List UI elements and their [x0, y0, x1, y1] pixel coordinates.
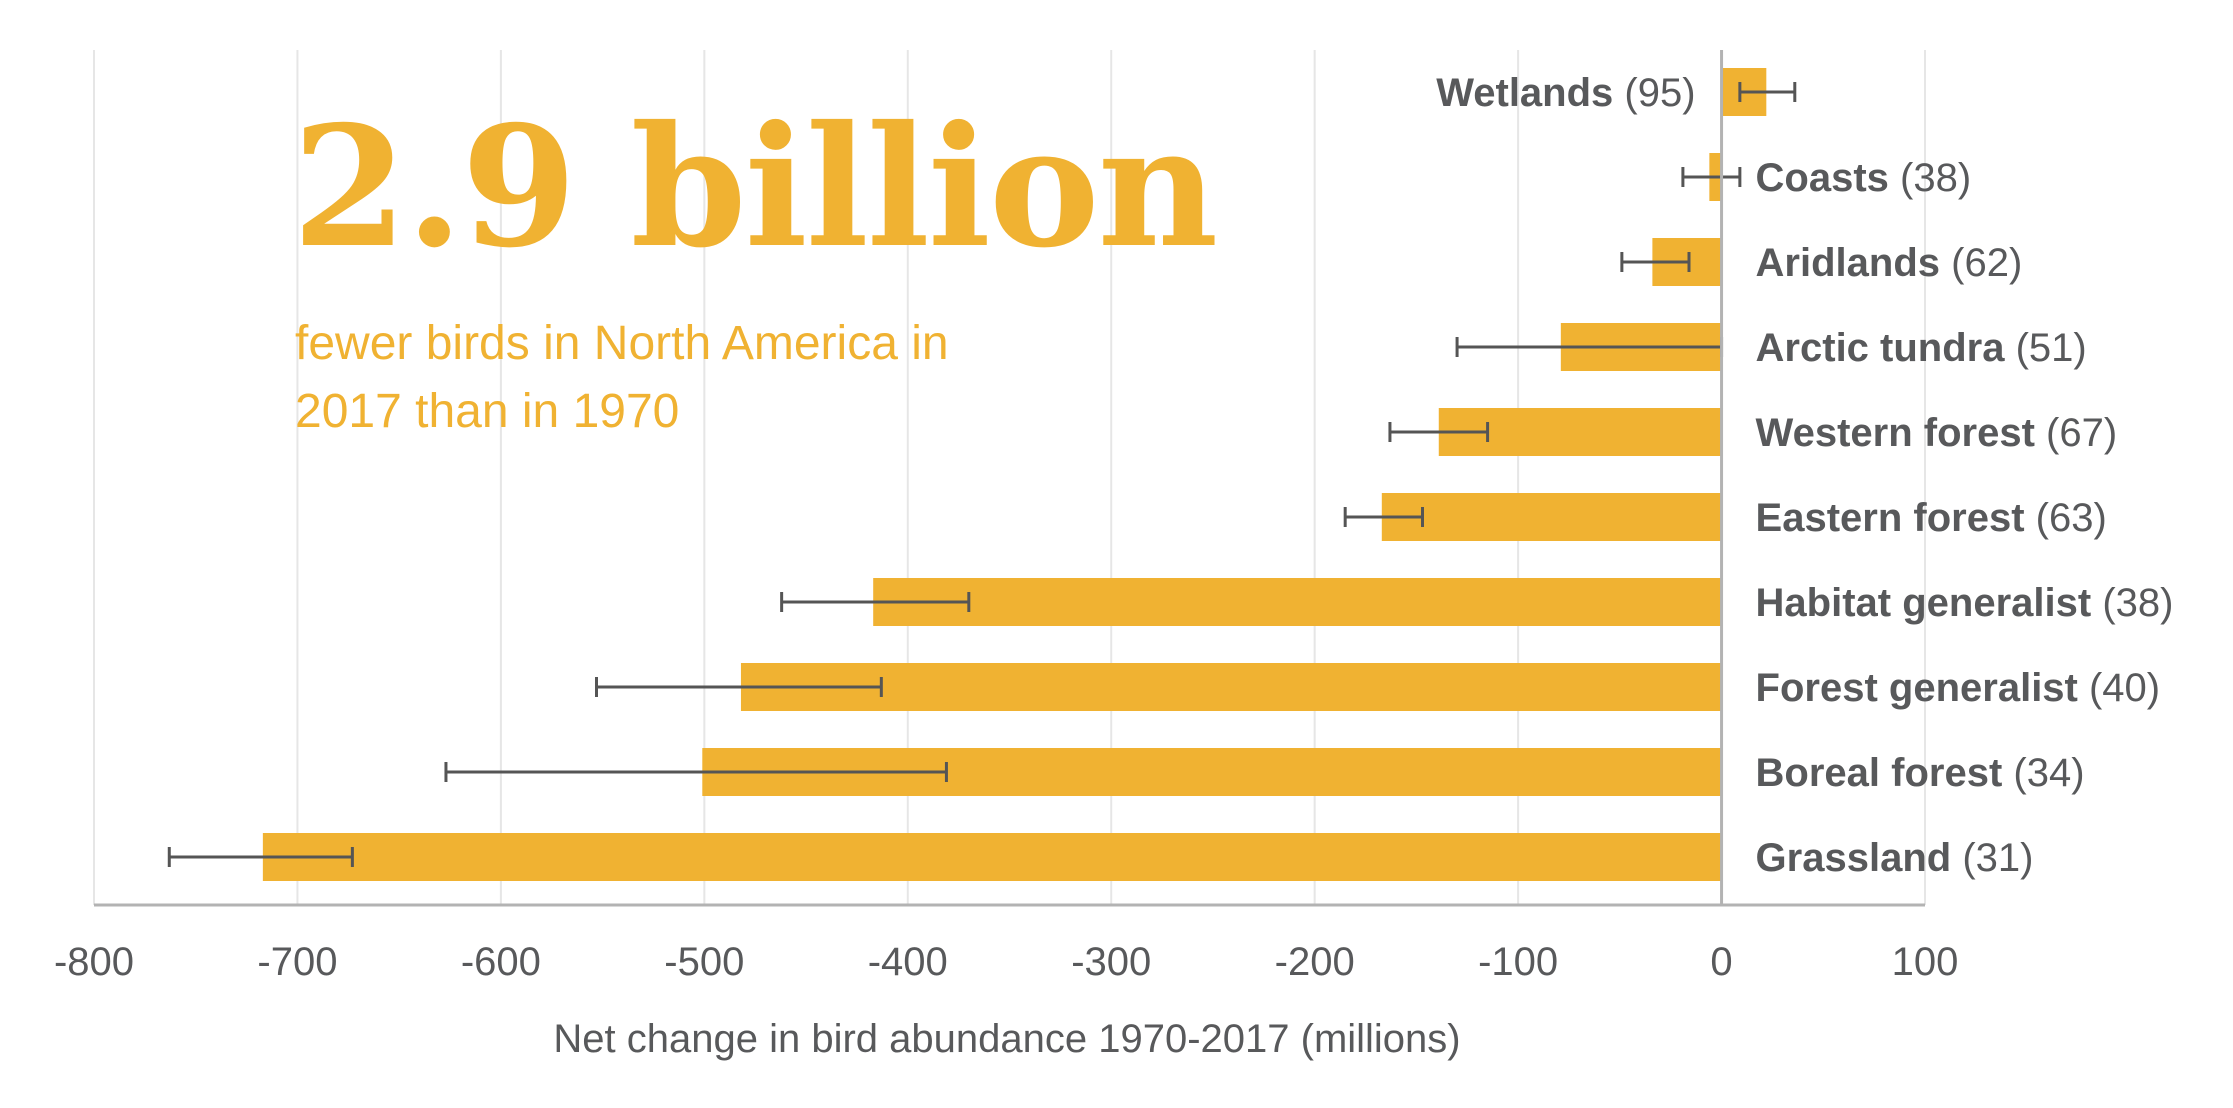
x-tick-label: 0 — [1710, 940, 1732, 984]
bar — [740, 663, 1722, 711]
x-tick-labels: -800 -700 -600 -500 -400 -300 -200 -100 0 100 — [54, 940, 1958, 984]
category-labels: Wetlands (95) Coasts (38) Aridlands (62) Ar… — [1436, 71, 2173, 880]
category-label: Western forest (67) — [1756, 411, 2118, 455]
x-tick-label: 100 — [1892, 940, 1959, 984]
category-label: Wetlands (95) — [1436, 71, 1695, 115]
category-label: Habitat generalist (38) — [1756, 581, 2174, 625]
x-tick-label: -600 — [461, 940, 541, 984]
x-tick-label: -300 — [1071, 940, 1151, 984]
axes — [94, 50, 1925, 907]
category-label: Coasts (38) — [1756, 156, 1972, 200]
bar — [873, 578, 1722, 626]
category-label: Boreal forest (34) — [1756, 751, 2085, 795]
gridlines — [93, 50, 1926, 905]
category-label: Grassland (31) — [1756, 836, 2034, 880]
x-tick-label: -200 — [1275, 940, 1355, 984]
x-tick-label: -400 — [868, 940, 948, 984]
category-label: Forest generalist (40) — [1756, 666, 2161, 710]
category-label: Arctic tundra (51) — [1756, 326, 2087, 370]
x-tick-label: -100 — [1478, 940, 1558, 984]
bars — [262, 68, 1767, 881]
x-axis-title: Net change in bird abundance 1970-2017 (… — [553, 1017, 1460, 1061]
bar — [1381, 493, 1722, 541]
x-tick-label: -700 — [257, 940, 337, 984]
x-tick-label: -800 — [54, 940, 134, 984]
category-label: Aridlands (62) — [1756, 241, 2023, 285]
category-label: Eastern forest (63) — [1756, 496, 2107, 540]
subheadline: fewer birds in North America in 2017 tha… — [295, 317, 949, 438]
headline: 2.9 billion — [292, 90, 1218, 285]
bar — [262, 833, 1722, 881]
error-bars — [167, 82, 1797, 867]
x-tick-label: -500 — [664, 940, 744, 984]
